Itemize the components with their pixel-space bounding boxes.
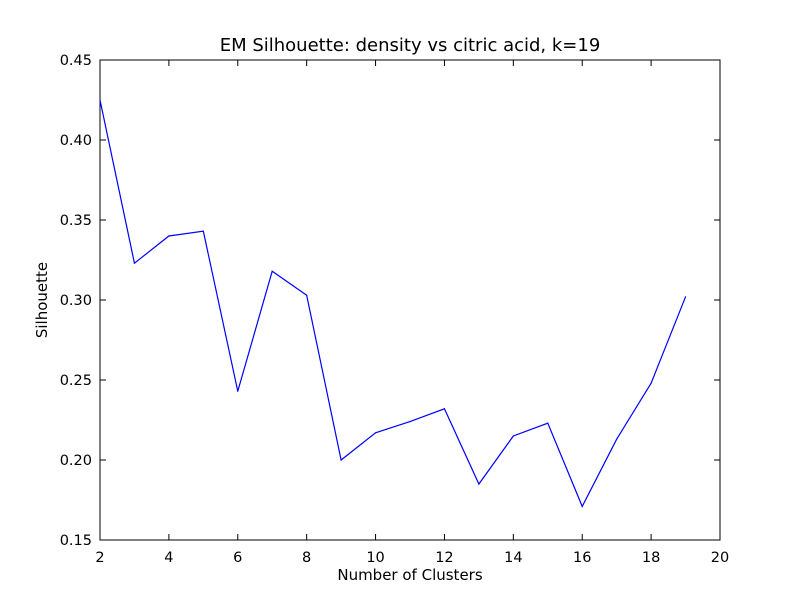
data-point <box>99 99 101 101</box>
data-point <box>306 294 308 296</box>
data-point <box>133 262 136 264</box>
data-point <box>202 230 204 232</box>
axis-ticks: 2 4 6 8 10 12 14 16 18 20 0.15 0.20 0.25 0.30 0.35 0.40… <box>60 53 730 566</box>
x-axis-label: Number of Clusters <box>337 566 482 584</box>
data-point <box>237 390 239 392</box>
y-tick-label: 0.20 <box>60 453 92 469</box>
plot-frame <box>99 59 721 541</box>
y-tick-label: 0.30 <box>60 293 92 309</box>
data-point <box>547 422 549 424</box>
x-tick-label: 16 <box>573 550 591 566</box>
y-tick-label: 0.25 <box>60 373 92 389</box>
y-tick-label: 0.40 <box>60 133 92 149</box>
x-tick-label: 8 <box>302 550 311 566</box>
data-point <box>443 408 446 410</box>
y-tick-label: 0.45 <box>60 53 92 69</box>
data-point <box>409 421 411 423</box>
data-point <box>168 235 170 237</box>
data-point <box>684 296 687 298</box>
data-point <box>478 483 480 485</box>
x-tick-label: 2 <box>95 550 104 566</box>
x-tick-label: 10 <box>366 550 384 566</box>
x-tick-label: 18 <box>642 550 660 566</box>
data-point <box>271 270 273 272</box>
series-line-0 <box>99 99 687 508</box>
data-point <box>581 505 583 507</box>
data-point <box>340 459 342 461</box>
x-tick-label: 14 <box>504 550 522 566</box>
y-tick-label: 0.15 <box>60 533 92 549</box>
x-tick-label: 12 <box>435 550 453 566</box>
chart-title: EM Silhouette: density vs citric acid, k… <box>220 35 601 56</box>
data-point <box>374 432 377 434</box>
y-tick-label: 0.35 <box>60 213 92 229</box>
data-point <box>616 438 618 440</box>
y-axis-label: Silhouette <box>33 262 51 338</box>
data-point <box>650 382 652 384</box>
x-tick-label: 20 <box>711 550 729 566</box>
series-group <box>99 99 687 508</box>
x-tick-label: 6 <box>233 550 242 566</box>
data-point <box>512 435 514 437</box>
x-tick-label: 4 <box>164 550 173 566</box>
